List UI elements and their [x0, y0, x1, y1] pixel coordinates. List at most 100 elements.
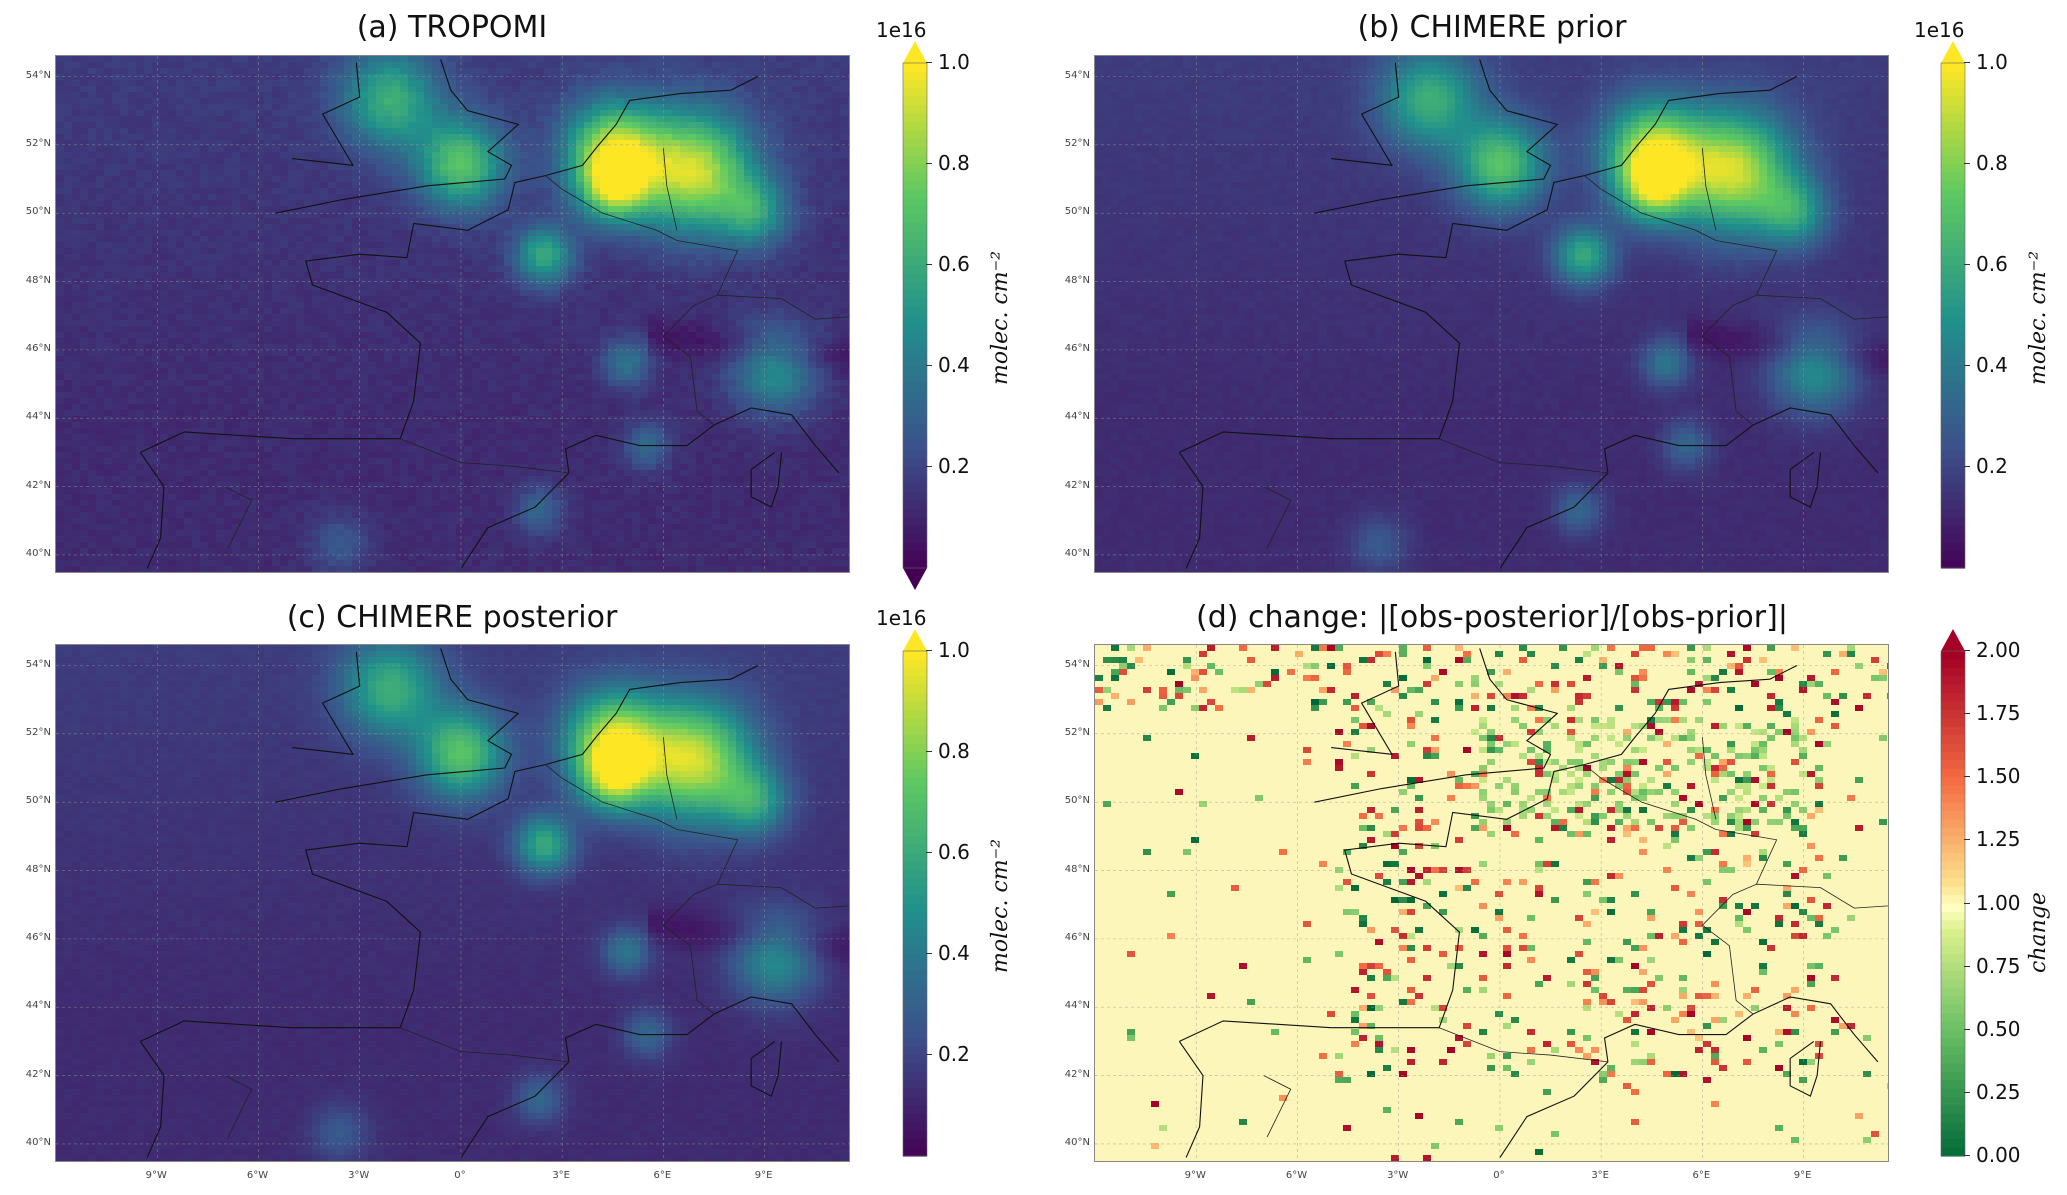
lat-tick-label: 44°N — [1050, 1000, 1090, 1011]
lat-tick-label: 42°N — [11, 480, 51, 491]
lon-tick-label: 0° — [440, 1170, 480, 1181]
colorbar-tick-label: 0.8 — [938, 739, 970, 763]
colorbar-tick-label: 1.75 — [1976, 701, 2021, 725]
lat-tick-label: 44°N — [11, 1000, 51, 1011]
lon-tick-label: 9°W — [1175, 1170, 1215, 1181]
lat-tick-label: 48°N — [11, 275, 51, 286]
colorbar-tick-label: 1.0 — [938, 50, 970, 74]
lat-tick-label: 40°N — [1050, 1137, 1090, 1148]
colorbar — [902, 628, 928, 1183]
colorbar-tick — [1964, 776, 1970, 778]
lat-tick-label: 44°N — [1050, 411, 1090, 422]
colorbar-tick-label: 0.6 — [938, 252, 970, 276]
lon-tick-label: 6°W — [237, 1170, 277, 1181]
lat-tick-label: 54°N — [1050, 659, 1090, 670]
colorbar-tick — [1964, 163, 1970, 164]
colorbar-tick — [1964, 264, 1970, 265]
colorbar-tick — [1964, 902, 1970, 904]
colorbar-tick-label: 1.25 — [1976, 827, 2021, 851]
chart-title: (c) CHIMERE posterior — [52, 600, 852, 635]
colorbar-tick — [1964, 466, 1970, 467]
colorbar-tick-label: 0.4 — [1976, 353, 2008, 377]
colorbar-label: molec. cm⁻² — [988, 838, 1013, 972]
lon-tick-label: 6°W — [1276, 1170, 1316, 1181]
colorbar-tick — [926, 365, 932, 366]
lon-tick-label: 6°E — [1681, 1170, 1721, 1181]
lat-tick-label: 50°N — [1050, 795, 1090, 806]
map-frame — [1094, 55, 1889, 573]
map-frame — [1094, 644, 1889, 1162]
lon-tick-label: 3°E — [541, 1170, 581, 1181]
lat-tick-label: 40°N — [1050, 548, 1090, 559]
colorbar-tick-label: 0.4 — [938, 941, 970, 965]
lat-tick-label: 48°N — [1050, 275, 1090, 286]
colorbar — [1940, 40, 1966, 595]
colorbar-tick — [1964, 965, 1970, 967]
colorbar-tick-label: 0.8 — [1976, 151, 2008, 175]
colorbar-tick — [1964, 713, 1970, 715]
lon-tick-label: 9°E — [744, 1170, 784, 1181]
colorbar-tick — [926, 953, 932, 954]
colorbar-tick — [1964, 62, 1970, 63]
lon-tick-label: 0° — [1479, 1170, 1519, 1181]
lat-tick-label: 50°N — [1050, 206, 1090, 217]
colorbar-tick-label: 0.50 — [1976, 1017, 2021, 1041]
colorbar-exponent: 1e16 — [1914, 18, 1964, 42]
lat-tick-label: 54°N — [11, 659, 51, 670]
colorbar-label: change — [2026, 892, 2051, 973]
colorbar-tick-label: 1.0 — [1976, 50, 2008, 74]
colorbar-tick — [926, 751, 932, 752]
colorbar-tick-label: 1.50 — [1976, 764, 2021, 788]
lat-tick-label: 54°N — [1050, 70, 1090, 81]
colorbar-tick — [926, 650, 932, 651]
colorbar-tick — [926, 1054, 932, 1055]
lat-tick-label: 42°N — [1050, 1069, 1090, 1080]
lat-tick-label: 46°N — [1050, 343, 1090, 354]
lat-tick-label: 48°N — [1050, 864, 1090, 875]
colorbar-label: molec. cm⁻² — [988, 250, 1013, 384]
colorbar-tick — [1964, 1155, 1970, 1156]
colorbar-tick — [1964, 1091, 1970, 1093]
chart-title: (d) change: |[obs-posterior]/[obs-prior]… — [1092, 600, 1892, 635]
lat-tick-label: 54°N — [11, 70, 51, 81]
lat-tick-label: 46°N — [11, 343, 51, 354]
lat-tick-label: 52°N — [11, 727, 51, 738]
colorbar-tick-label: 0.00 — [1976, 1143, 2021, 1167]
colorbar-tick-label: 0.2 — [1976, 454, 2008, 478]
chart-title: (b) CHIMERE prior — [1092, 10, 1892, 45]
lat-tick-label: 40°N — [11, 1137, 51, 1148]
lon-tick-label: 9°W — [136, 1170, 176, 1181]
lon-tick-label: 6°E — [642, 1170, 682, 1181]
lat-tick-label: 42°N — [1050, 480, 1090, 491]
lat-tick-label: 52°N — [1050, 138, 1090, 149]
lat-tick-label: 50°N — [11, 206, 51, 217]
lon-tick-label: 3°E — [1580, 1170, 1620, 1181]
colorbar-tick-label: 0.2 — [938, 1042, 970, 1066]
colorbar-tick — [926, 466, 932, 467]
colorbar-tick — [926, 852, 932, 853]
map-canvas — [56, 645, 849, 1161]
map-frame — [55, 55, 850, 573]
colorbar-tick-label: 0.6 — [938, 840, 970, 864]
colorbar-exponent: 1e16 — [876, 606, 926, 630]
lat-tick-label: 40°N — [11, 548, 51, 559]
map-canvas — [1095, 56, 1888, 572]
colorbar-tick-label: 1.0 — [938, 638, 970, 662]
lon-tick-label: 3°W — [339, 1170, 379, 1181]
colorbar-tick — [926, 62, 932, 63]
colorbar-tick — [926, 264, 932, 265]
colorbar-tick-label: 0.6 — [1976, 252, 2008, 276]
lat-tick-label: 52°N — [11, 138, 51, 149]
map-canvas — [56, 56, 849, 572]
lat-tick-label: 44°N — [11, 411, 51, 422]
colorbar-tick — [1964, 1028, 1970, 1030]
colorbar-tick-label: 0.75 — [1976, 954, 2021, 978]
colorbar-exponent: 1e16 — [876, 18, 926, 42]
colorbar-tick-label: 0.4 — [938, 353, 970, 377]
colorbar-tick — [1964, 365, 1970, 366]
lon-tick-label: 9°E — [1783, 1170, 1823, 1181]
colorbar-label: molec. cm⁻² — [2026, 250, 2051, 384]
lat-tick-label: 46°N — [1050, 932, 1090, 943]
colorbar-tick — [926, 163, 932, 164]
lat-tick-label: 50°N — [11, 795, 51, 806]
